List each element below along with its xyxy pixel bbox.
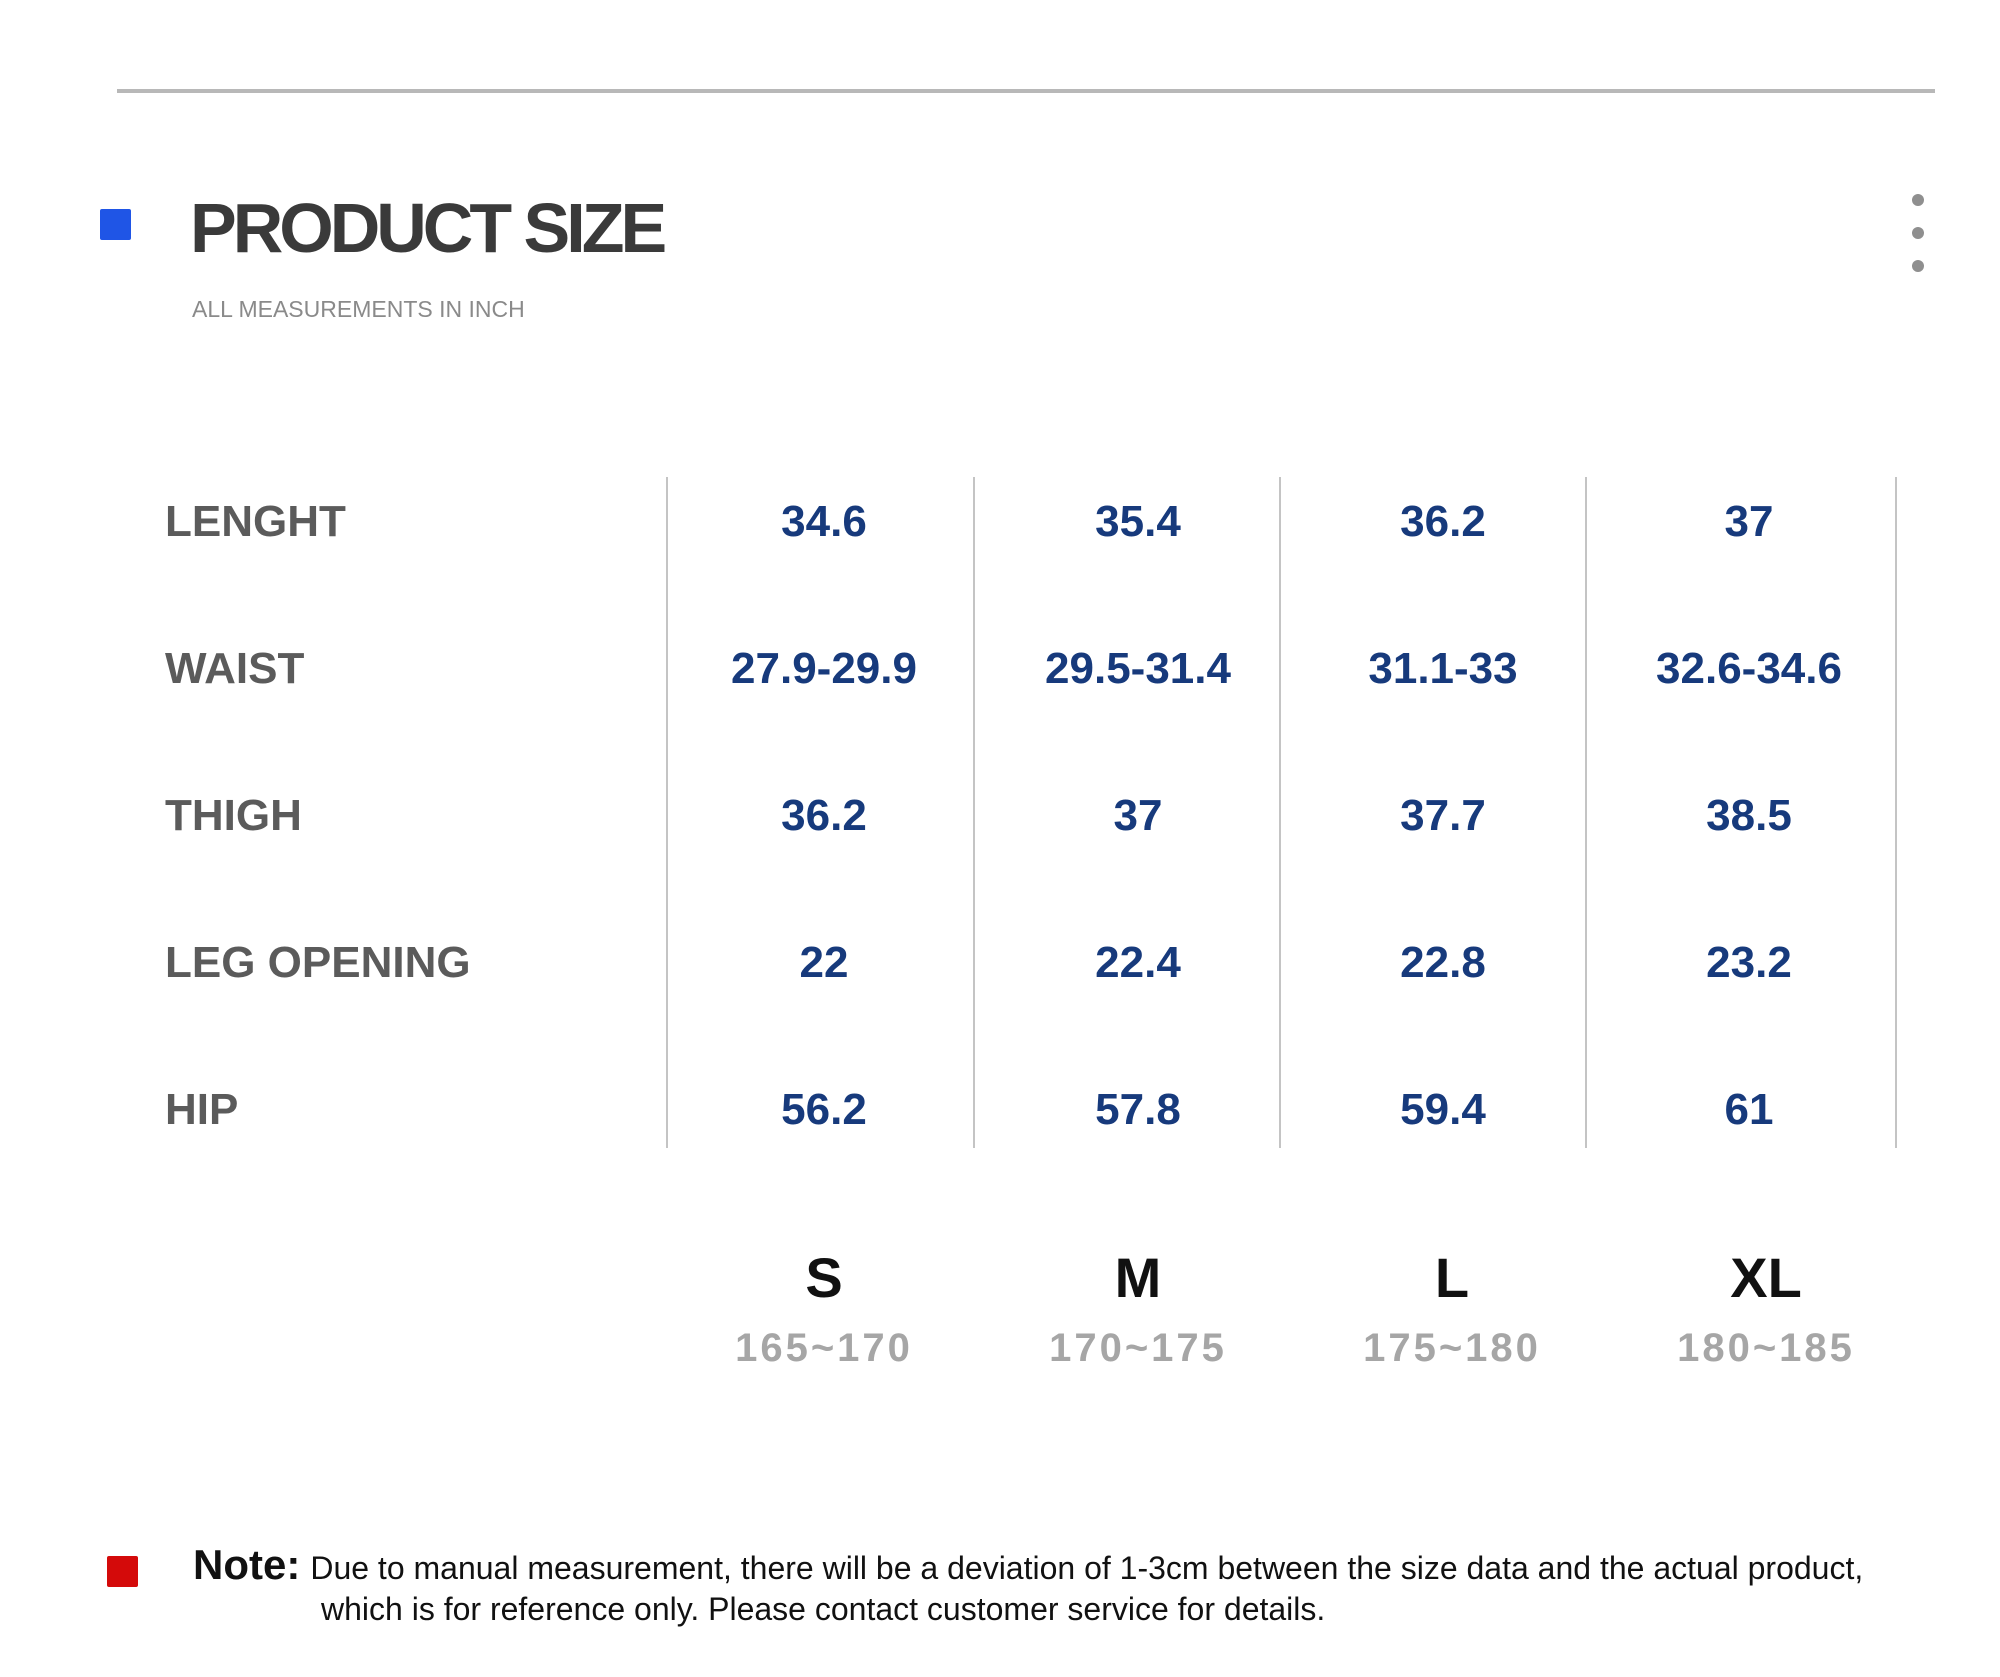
more-vertical-icon[interactable] [1906, 194, 1930, 278]
cell-leg-opening-l: 22.8 [1400, 938, 1486, 987]
cell-length-xl: 37 [1724, 497, 1774, 546]
cell-waist-s: 27.9-29.9 [731, 644, 917, 693]
cell-waist-xl: 32.6-34.6 [1656, 644, 1842, 693]
cell-hip-xl: 61 [1724, 1085, 1774, 1134]
row-label-leg-opening: LEG OPENING [165, 938, 471, 987]
row-label-waist: WAIST [165, 644, 305, 693]
height-range-xl: 180~185 [1677, 1326, 1855, 1370]
cell-length-l: 36.2 [1400, 497, 1486, 546]
cell-leg-opening-xl: 23.2 [1706, 938, 1792, 987]
cell-leg-opening-m: 22.4 [1095, 938, 1181, 987]
note-text-line1: Due to manual measurement, there will be… [310, 1550, 1864, 1586]
cell-hip-s: 56.2 [781, 1085, 867, 1134]
row-label-thigh: THIGH [165, 791, 302, 840]
cell-hip-m: 57.8 [1095, 1085, 1181, 1134]
cell-thigh-l: 37.7 [1400, 791, 1486, 840]
row-label-hip: HIP [165, 1085, 239, 1134]
note-marker-square [107, 1556, 138, 1587]
cell-waist-l: 31.1-33 [1368, 644, 1518, 693]
column-divider [666, 477, 668, 1148]
column-divider [1279, 477, 1281, 1148]
cell-length-s: 34.6 [781, 497, 867, 546]
size-label-xl: XL [1730, 1246, 1802, 1309]
height-range-m: 170~175 [1049, 1326, 1227, 1370]
row-label-length: LENGHT [165, 497, 346, 546]
cell-thigh-xl: 38.5 [1706, 791, 1792, 840]
column-divider [1895, 477, 1897, 1148]
size-label-s: S [805, 1246, 843, 1309]
cell-thigh-s: 36.2 [781, 791, 867, 840]
cell-waist-m: 29.5-31.4 [1045, 644, 1231, 693]
page-title: PRODUCT SIZE [190, 189, 667, 267]
note: Note: Due to manual measurement, there wi… [193, 1541, 1983, 1629]
height-range-l: 175~180 [1363, 1326, 1541, 1370]
column-divider [973, 477, 975, 1148]
size-label-l: L [1434, 1246, 1470, 1309]
cell-hip-l: 59.4 [1400, 1085, 1486, 1134]
note-heading: Note: [193, 1541, 301, 1588]
cell-leg-opening-s: 22 [799, 938, 849, 987]
cell-length-m: 35.4 [1095, 497, 1181, 546]
top-divider [117, 89, 1935, 93]
size-label-m: M [1114, 1246, 1162, 1309]
column-divider [1585, 477, 1587, 1148]
title-marker-square [100, 209, 131, 240]
cell-thigh-m: 37 [1113, 791, 1163, 840]
height-range-s: 165~170 [735, 1326, 913, 1370]
page-subtitle: ALL MEASUREMENTS IN INCH [192, 296, 525, 322]
note-text-line2: which is for reference only. Please cont… [321, 1591, 1326, 1627]
